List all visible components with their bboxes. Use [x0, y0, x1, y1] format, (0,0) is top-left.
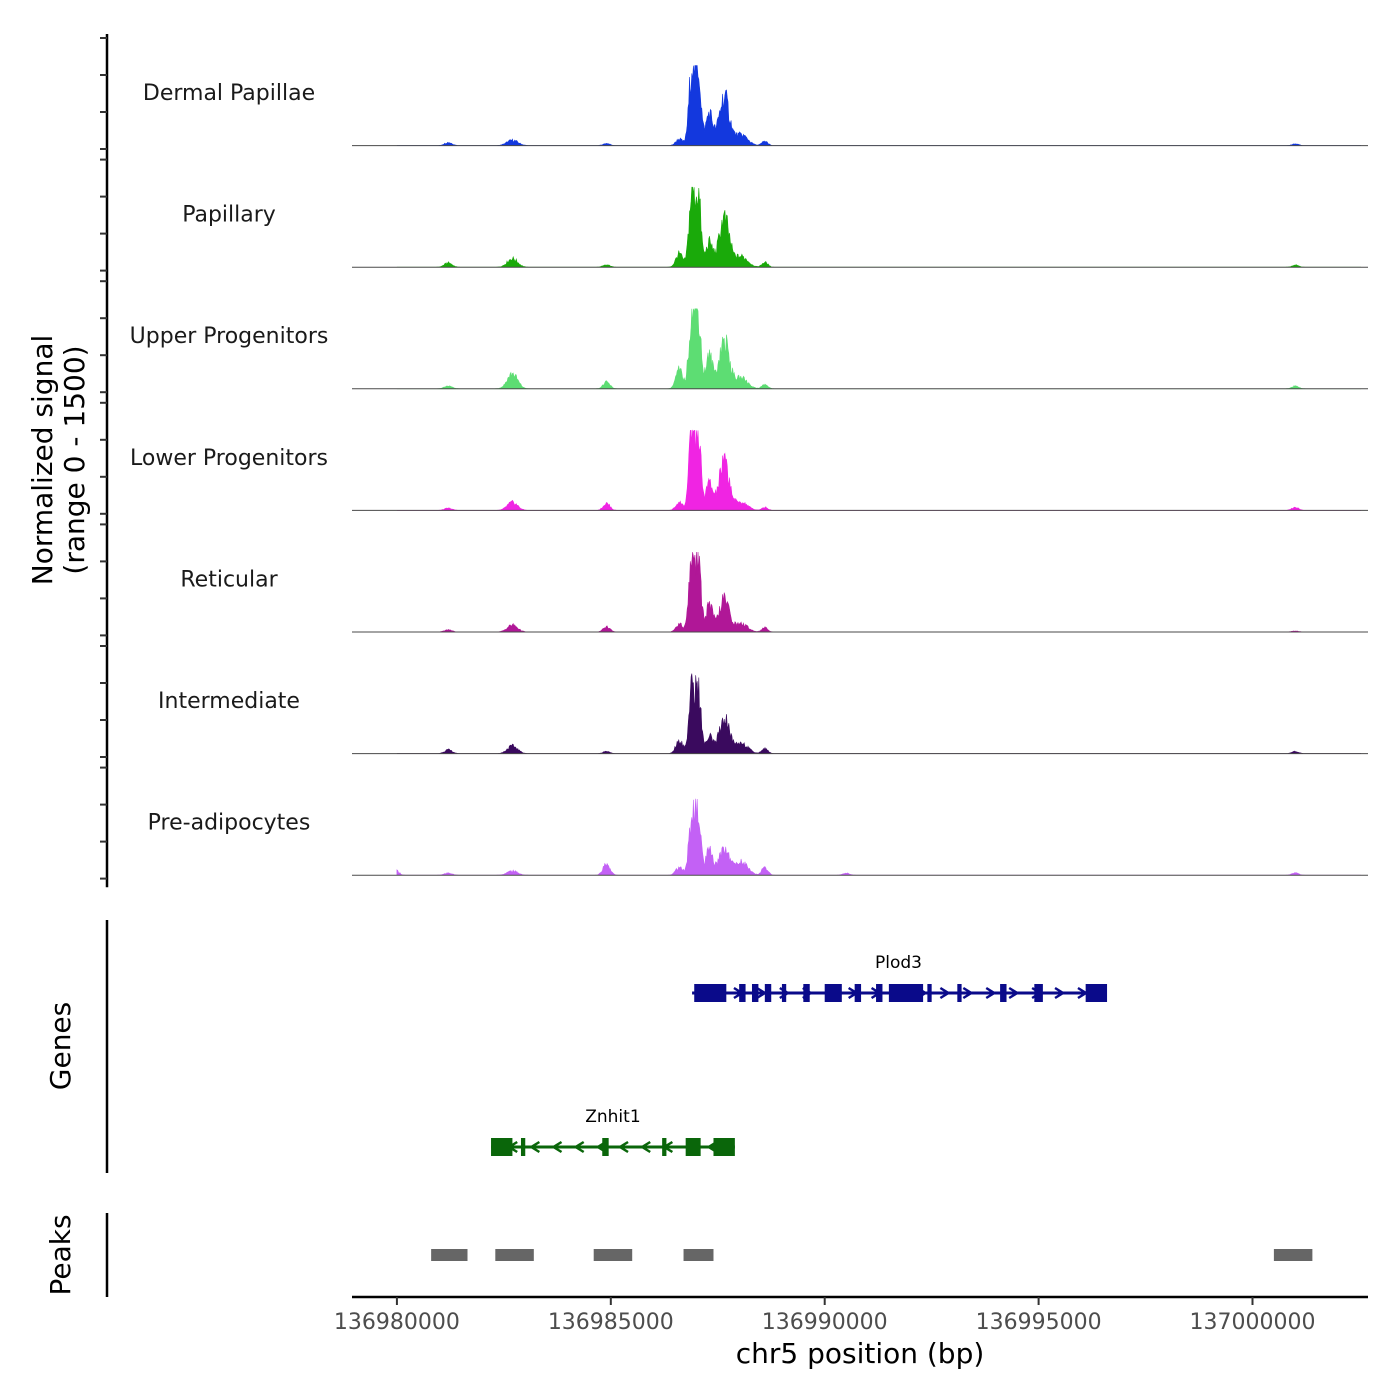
strand-chevron	[1054, 986, 1066, 1000]
gene-exon	[927, 984, 932, 1002]
strand-chevron	[985, 986, 997, 1000]
peak-region	[495, 1249, 534, 1261]
gene-label: Plod3	[875, 953, 922, 973]
peak-region	[431, 1249, 468, 1261]
gene-exon	[888, 984, 924, 1002]
gene-exon	[685, 1138, 701, 1156]
track-reticular: Reticular	[180, 551, 1368, 633]
strand-chevron	[1008, 986, 1020, 1000]
strand-chevron	[939, 986, 951, 1000]
gene-label: Znhit1	[585, 1107, 640, 1127]
track-papillary: Papillary	[182, 186, 1368, 268]
x-tick-label: 137000000	[1190, 1310, 1316, 1335]
track-intermediate: Intermediate	[158, 673, 1368, 755]
signal-area	[396, 186, 1361, 268]
peak-region	[593, 1249, 633, 1261]
x-axis-title: chr5 position (bp)	[736, 1337, 985, 1370]
gene-exon	[751, 984, 759, 1002]
gene-exon	[1034, 984, 1043, 1002]
y-axis-title: Normalized signal	[26, 335, 59, 586]
gene-exon	[602, 1138, 609, 1156]
strand-chevron	[529, 1140, 541, 1154]
gene-exon	[876, 984, 883, 1002]
gene-exon	[781, 984, 787, 1002]
track-label: Lower Progenitors	[130, 446, 328, 471]
gene-exon	[713, 1138, 735, 1156]
signal-area	[396, 65, 1361, 146]
gene-exon	[662, 1138, 667, 1156]
gene-exon	[491, 1138, 513, 1156]
gene-exon	[854, 984, 862, 1002]
gene-exon	[1000, 984, 1007, 1002]
gene-znhit1: Znhit1	[491, 1107, 735, 1156]
strand-chevron	[639, 1140, 651, 1154]
peak-region	[1273, 1249, 1313, 1261]
gene-exon	[1085, 984, 1108, 1002]
x-tick-label: 136980000	[334, 1310, 460, 1335]
signal-area	[396, 798, 1361, 876]
track-label: Intermediate	[158, 689, 300, 714]
signal-area	[396, 429, 1361, 511]
track-dermal-papillae: Dermal Papillae	[143, 65, 1368, 147]
signal-y-axis	[100, 34, 109, 888]
signal-tracks: Dermal Papillae Papillary Upper Progenitor…	[130, 65, 1368, 876]
track-label: Upper Progenitors	[130, 324, 329, 349]
gene-exon	[803, 984, 810, 1002]
peaks-track-title: Peaks	[44, 1214, 77, 1295]
signal-area	[396, 308, 1361, 390]
x-tick-label: 136990000	[762, 1310, 888, 1335]
strand-chevron	[617, 1140, 629, 1154]
strand-chevron	[962, 986, 974, 1000]
gene-exon	[764, 984, 772, 1002]
gene-exon	[824, 984, 842, 1002]
signal-area	[396, 551, 1361, 633]
gene-exon	[739, 984, 746, 1002]
gene-exon	[520, 1138, 526, 1156]
peaks-track	[431, 1249, 1313, 1261]
x-tick-label: 136995000	[976, 1310, 1102, 1335]
track-label: Pre-adipocytes	[148, 811, 311, 836]
strand-chevron	[551, 1140, 563, 1154]
track-label: Papillary	[182, 203, 276, 228]
track-pre-adipocytes: Pre-adipocytes	[148, 798, 1368, 876]
gene-plod3: Plod3	[692, 953, 1108, 1002]
x-tick-label: 136985000	[548, 1310, 674, 1335]
strand-chevron	[573, 1140, 585, 1154]
genes-track: Plod3 Znhit1	[491, 953, 1108, 1156]
track-lower-progenitors: Lower Progenitors	[130, 429, 1368, 511]
signal-area	[396, 673, 1361, 754]
y-axis-range: (range 0 - 1500)	[58, 345, 91, 574]
gene-exon	[694, 984, 727, 1002]
peak-region	[683, 1249, 714, 1261]
track-upper-progenitors: Upper Progenitors	[130, 308, 1368, 390]
x-axis: 136980000 136985000 136990000 136995000 1370…	[334, 1295, 1368, 1335]
genes-track-title: Genes	[44, 1002, 77, 1090]
track-label: Dermal Papillae	[143, 81, 315, 106]
gene-exon	[957, 984, 962, 1002]
track-label: Reticular	[180, 567, 278, 592]
